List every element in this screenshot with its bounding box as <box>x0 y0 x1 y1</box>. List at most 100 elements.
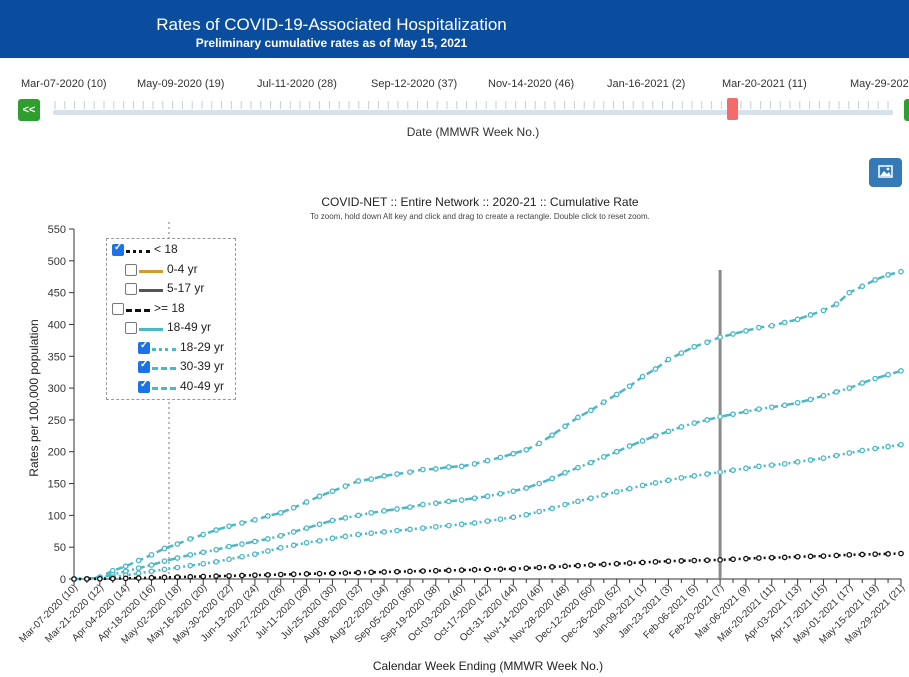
data-point[interactable] <box>600 561 607 568</box>
data-point[interactable] <box>652 366 659 372</box>
data-point[interactable] <box>187 573 194 580</box>
data-point[interactable] <box>730 556 736 563</box>
data-point[interactable] <box>807 457 814 463</box>
data-point[interactable] <box>562 469 568 476</box>
data-point[interactable] <box>174 541 181 547</box>
data-point[interactable] <box>626 443 633 449</box>
data-point[interactable] <box>135 570 142 577</box>
data-point[interactable] <box>859 283 866 290</box>
data-point[interactable] <box>820 553 827 559</box>
data-point[interactable] <box>756 406 762 412</box>
data-point[interactable] <box>756 463 762 470</box>
data-point[interactable] <box>549 475 555 482</box>
data-point[interactable] <box>588 407 594 414</box>
data-point[interactable] <box>407 526 413 533</box>
data-point[interactable] <box>794 553 801 560</box>
legend-checkbox[interactable] <box>112 302 124 315</box>
data-point[interactable] <box>200 549 207 556</box>
data-point[interactable] <box>316 521 323 528</box>
data-point[interactable] <box>898 441 904 448</box>
data-point[interactable] <box>600 453 607 460</box>
data-point[interactable] <box>200 560 207 567</box>
data-point[interactable] <box>691 420 698 426</box>
data-point[interactable] <box>213 527 219 533</box>
data-point[interactable] <box>743 408 749 415</box>
data-point[interactable] <box>885 443 891 450</box>
data-point[interactable] <box>652 480 659 486</box>
data-point[interactable] <box>691 473 698 479</box>
data-point[interactable] <box>471 520 478 526</box>
data-point[interactable] <box>355 478 362 484</box>
data-point[interactable] <box>704 417 711 423</box>
data-point[interactable] <box>588 562 594 568</box>
data-point[interactable] <box>562 423 568 430</box>
data-point[interactable] <box>678 474 685 481</box>
data-point[interactable] <box>768 462 775 468</box>
data-point[interactable] <box>458 567 465 573</box>
data-point[interactable] <box>226 572 232 579</box>
data-point[interactable] <box>161 574 168 581</box>
data-point[interactable] <box>613 391 620 398</box>
data-point[interactable] <box>639 559 646 566</box>
data-point[interactable] <box>122 563 129 570</box>
data-point[interactable] <box>329 488 336 495</box>
data-point[interactable] <box>768 554 775 561</box>
data-point[interactable] <box>717 334 723 341</box>
data-point[interactable] <box>290 542 297 549</box>
data-point[interactable] <box>239 520 245 526</box>
data-point[interactable] <box>252 516 258 523</box>
data-point[interactable] <box>575 414 581 421</box>
data-point[interactable] <box>665 558 672 565</box>
data-point[interactable] <box>704 471 711 477</box>
data-point[interactable] <box>303 539 310 546</box>
data-point[interactable] <box>484 566 491 573</box>
data-point[interactable] <box>471 495 478 502</box>
data-point[interactable] <box>846 450 853 456</box>
data-point[interactable] <box>549 505 555 512</box>
data-point[interactable] <box>226 556 232 563</box>
data-point[interactable] <box>368 476 375 482</box>
data-point[interactable] <box>368 569 375 576</box>
data-point[interactable] <box>600 399 607 405</box>
data-point[interactable] <box>665 356 672 363</box>
data-point[interactable] <box>445 567 452 574</box>
data-point[interactable] <box>691 343 698 350</box>
data-point[interactable] <box>704 339 711 346</box>
data-point[interactable] <box>213 558 219 565</box>
data-point[interactable] <box>148 551 155 558</box>
data-point[interactable] <box>536 508 543 515</box>
data-point[interactable] <box>303 571 310 577</box>
data-point[interactable] <box>807 396 814 403</box>
data-point[interactable] <box>187 536 194 542</box>
data-point[interactable] <box>407 504 413 510</box>
data-point[interactable] <box>794 316 801 323</box>
data-point[interactable] <box>329 517 336 524</box>
data-point[interactable] <box>497 516 504 523</box>
data-point[interactable] <box>588 495 594 502</box>
data-point[interactable] <box>781 319 788 326</box>
data-point[interactable] <box>161 558 168 565</box>
data-point[interactable] <box>381 529 387 535</box>
data-point[interactable] <box>445 498 452 505</box>
data-point[interactable] <box>639 373 646 380</box>
data-point[interactable] <box>600 492 607 498</box>
data-point[interactable] <box>717 469 723 475</box>
data-point[interactable] <box>665 428 672 435</box>
data-point[interactable] <box>820 307 827 314</box>
data-point[interactable] <box>820 392 827 399</box>
data-point[interactable] <box>148 574 155 581</box>
data-point[interactable] <box>562 563 568 570</box>
data-point[interactable] <box>626 485 633 492</box>
data-point[interactable] <box>756 324 762 331</box>
data-point[interactable] <box>484 493 491 500</box>
data-point[interactable] <box>252 572 258 579</box>
data-point[interactable] <box>510 450 517 457</box>
data-point[interactable] <box>226 523 232 530</box>
data-point[interactable] <box>264 572 271 578</box>
legend-checkbox[interactable] <box>138 379 150 393</box>
data-point[interactable] <box>277 532 284 539</box>
data-point[interactable] <box>200 573 207 580</box>
data-point[interactable] <box>122 575 129 582</box>
data-point[interactable] <box>394 568 400 575</box>
data-point[interactable] <box>536 440 543 447</box>
